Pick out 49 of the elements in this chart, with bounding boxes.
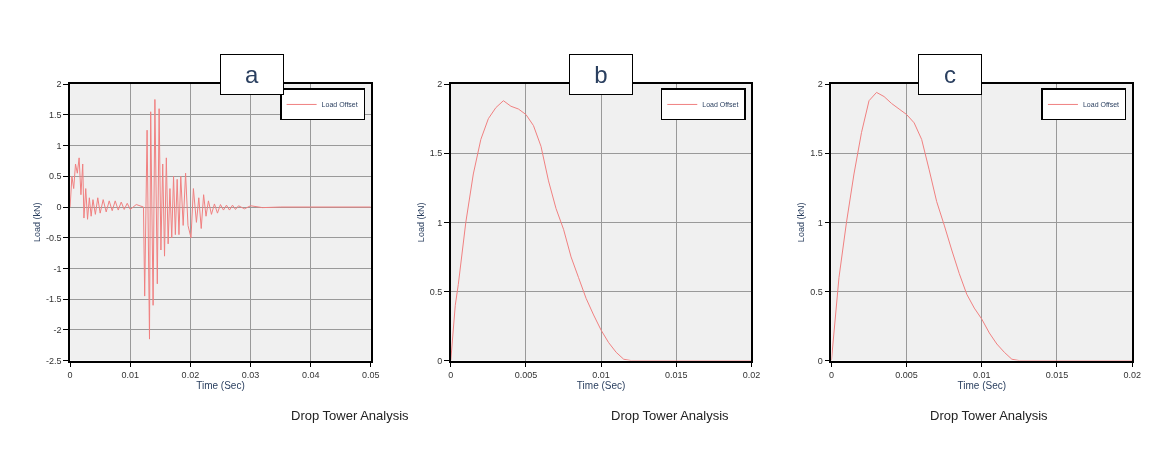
y-tick-label: -0.5 [46,232,62,243]
y-tick-label: 2 [437,79,443,90]
text: Drop Tower Analysis [611,408,730,423]
y-axis-title: Load (kN) [415,202,426,243]
x-tick-label: 0.005 [514,370,538,381]
y-tick-label: 2 [817,79,823,90]
y-tick-label: 1 [817,217,823,228]
x-tick-label: 0.01 [973,370,991,381]
text: Drop Tower Analysis [930,408,1049,423]
x-tick-label: 0.02 [742,370,761,381]
chart-title: c [944,61,956,88]
x-axis-title: Time (Sec) [957,380,1007,392]
x-tick-label: 0.01 [121,370,140,381]
y-tick-label: -2.5 [46,355,62,366]
x-tick-label: 0.03 [241,370,260,381]
y-tick-label: 0.5 [810,286,823,297]
x-tick-label: 0.01 [592,370,610,381]
y-tick-label: 0 [817,355,823,366]
y-tick-label: 0.5 [49,171,62,182]
y-axis-title: Load (kN) [796,202,807,243]
x-tick-label: 0.02 [1123,370,1141,381]
x-tick-label: 0 [67,370,73,381]
x-tick-label: 0.005 [895,370,918,381]
x-axis-title: Time (Sec) [576,380,626,392]
y-tick-label: 2 [56,79,62,90]
y-tick-label: 1 [56,140,62,151]
x-tick-label: 0.02 [181,370,200,381]
x-axis-title: Time (Sec) [196,380,245,392]
y-tick-label: 0.5 [429,286,443,297]
y-tick-label: -1.5 [46,294,62,305]
x-tick-label: 0 [828,370,834,381]
y-tick-label: -1 [53,263,62,274]
y-tick-label: 0 [56,202,62,213]
text: Drop Tower Analysis [291,408,410,423]
chart-title: b [594,61,608,88]
y-tick-label: 1.5 [49,109,62,120]
y-tick-label: 0 [437,355,443,366]
y-tick-label: 1.5 [429,148,443,159]
y-tick-label: -2 [53,325,62,336]
x-tick-label: 0.05 [362,370,380,381]
x-tick-label: 0 [448,370,454,381]
x-tick-label: 0.015 [1045,370,1069,381]
y-tick-label: 1.5 [810,148,823,159]
x-tick-label: 0.015 [665,370,688,381]
y-axis-title: Load (kN) [31,202,42,243]
line-series [70,98,371,340]
y-tick-label: 1 [437,217,443,228]
x-tick-label: 0.04 [301,370,320,381]
chart-title: a [245,61,259,88]
